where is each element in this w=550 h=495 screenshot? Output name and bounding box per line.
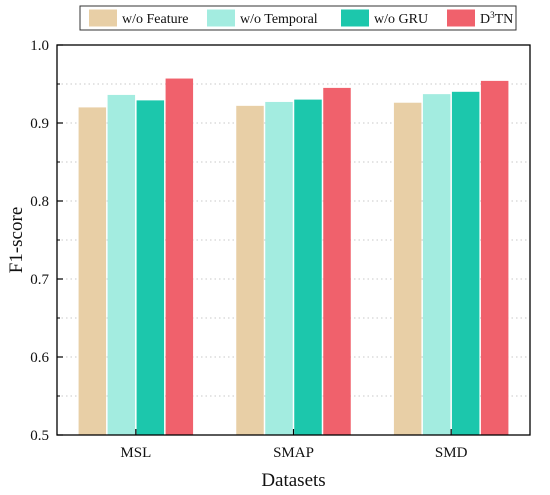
x-tick-label: MSL <box>120 445 151 461</box>
bar-msl-0 <box>78 107 107 436</box>
y-tick-label: 0.8 <box>30 194 49 210</box>
bar-smd-2 <box>451 91 480 436</box>
x-axis-title: Datasets <box>261 470 325 491</box>
bar-smd-0 <box>393 102 422 435</box>
bar-smd-1 <box>422 94 451 435</box>
y-tick-label: 0.9 <box>30 116 49 132</box>
legend-label: w/o Feature <box>122 12 188 27</box>
bar-smap-3 <box>323 87 351 436</box>
bar-smd-3 <box>480 80 509 435</box>
x-axis: MSL SMAP SMD <box>120 429 468 461</box>
bar-series <box>78 78 509 436</box>
bar-msl-1 <box>107 94 136 436</box>
bar-msl-3 <box>165 78 194 435</box>
legend-swatch <box>89 9 117 27</box>
x-tick-label: SMD <box>435 445 468 461</box>
x-tick-label: SMAP <box>273 445 314 461</box>
bar-smap-0 <box>236 105 264 435</box>
bar-smap-2 <box>294 99 322 435</box>
bar-smap-1 <box>265 101 293 435</box>
legend-label: w/o Temporal <box>240 12 318 27</box>
y-tick-label: 0.5 <box>30 428 49 444</box>
y-tick-label: 0.6 <box>30 350 49 366</box>
y-tick-label: 0.7 <box>30 272 49 288</box>
legend-label: D3TN <box>480 10 513 27</box>
bar-msl-2 <box>136 100 165 435</box>
legend-swatch <box>207 9 235 27</box>
legend-swatch <box>447 9 475 27</box>
legend-box <box>79 5 517 31</box>
legend-label: w/o GRU <box>374 12 428 27</box>
y-tick-label: 1.0 <box>30 38 49 54</box>
y-axis-title: F1-score <box>6 207 27 273</box>
y-axis: 0.5 0.6 0.7 0.8 0.9 1.0 <box>30 38 63 444</box>
legend: w/o Feature w/o Temporal w/o GRU D3TN <box>79 5 517 31</box>
legend-swatch <box>341 9 369 27</box>
